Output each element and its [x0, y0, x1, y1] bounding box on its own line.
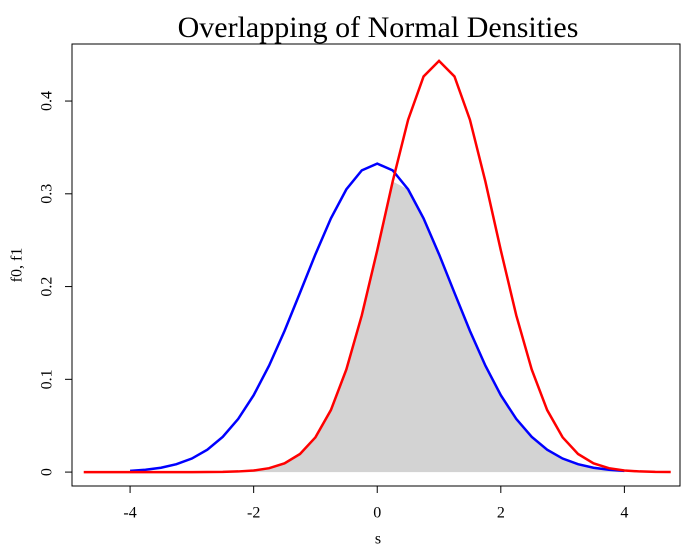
x-tick-label: 4: [620, 505, 628, 522]
chart-title: Overlapping of Normal Densities: [178, 11, 579, 44]
y-tick-label: 0.2: [39, 277, 56, 297]
y-tick-label: 0.1: [39, 369, 56, 389]
y-tick-label: 0.4: [39, 91, 56, 111]
x-tick-label: -4: [123, 505, 136, 522]
x-axis-label: s: [375, 531, 381, 548]
x-tick-label: 2: [497, 505, 505, 522]
y-tick-label: 0.3: [39, 184, 56, 204]
y-tick-label: 0: [39, 468, 56, 476]
density-line: [129, 162, 625, 473]
x-tick-label: -2: [247, 505, 260, 522]
overlap-area: [130, 181, 625, 473]
plot-frame: [71, 43, 681, 487]
density-line: [83, 59, 671, 474]
x-tick-label: 0: [373, 505, 381, 522]
y-axis-label: f0, f1: [9, 248, 26, 283]
